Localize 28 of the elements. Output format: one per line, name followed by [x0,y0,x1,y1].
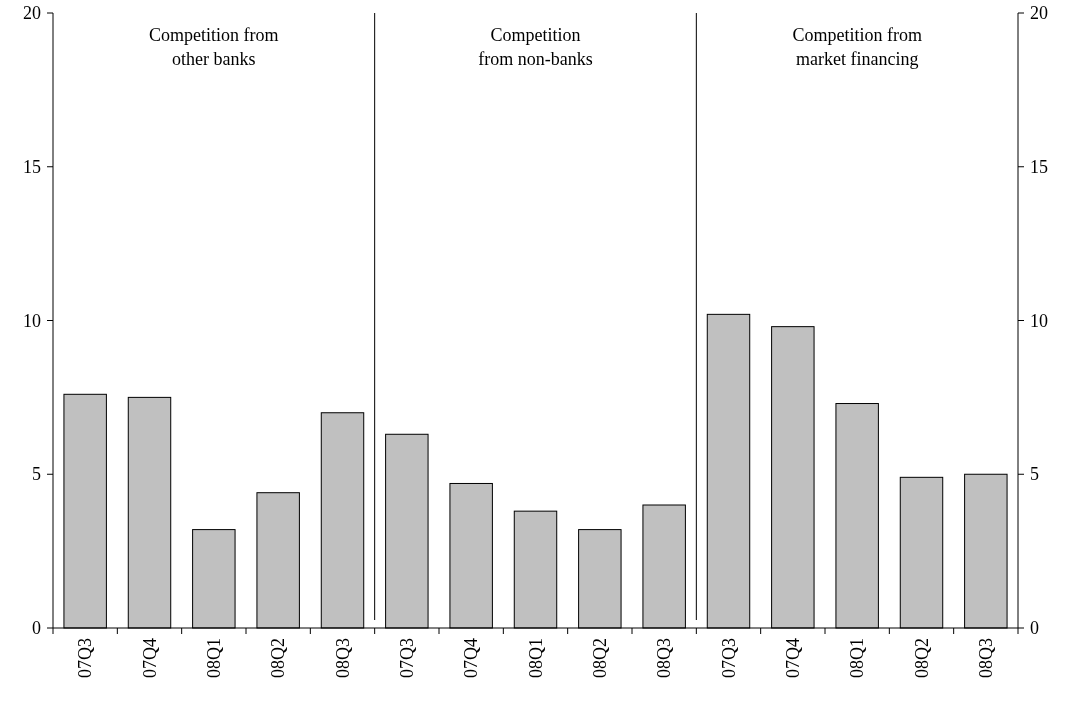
x-tick-label: 07Q4 [782,638,803,678]
y2-tick-label: 5 [1030,464,1039,485]
x-tick-label: 07Q3 [718,638,739,678]
x-tick-label: 08Q2 [589,638,610,678]
x-tick-label: 08Q1 [203,638,224,678]
x-tick-label: 07Q4 [461,638,482,678]
y-tick-label: 0 [32,618,41,638]
x-tick-label: 08Q1 [847,638,868,678]
y-tick-label: 5 [32,464,41,485]
annotation: Competition from other banks [149,25,279,69]
x-tick-label: 07Q3 [75,638,96,678]
x-tick-label: 08Q3 [332,638,353,678]
y2-tick-label: 10 [1030,310,1048,331]
x-tick-label: 08Q1 [525,638,546,678]
x-tick-label: 07Q4 [139,638,160,678]
x-tick-label: 08Q2 [268,638,289,678]
y-tick-label: 10 [23,310,41,331]
y2-tick-label: 20 [1030,3,1048,23]
x-tick-label: 08Q3 [975,638,996,678]
y2-tick-label: 0 [1030,618,1039,638]
y-tick-label: 20 [23,3,41,23]
x-tick-label: 08Q2 [911,638,932,678]
annotation: Competition from market financing [792,25,922,69]
y2-tick-label: 15 [1030,156,1048,177]
annotation: Competition from non-banks [478,25,593,69]
y-tick-label: 15 [23,156,41,177]
x-tick-label: 07Q3 [396,638,417,678]
x-tick-label: 08Q3 [654,638,675,678]
